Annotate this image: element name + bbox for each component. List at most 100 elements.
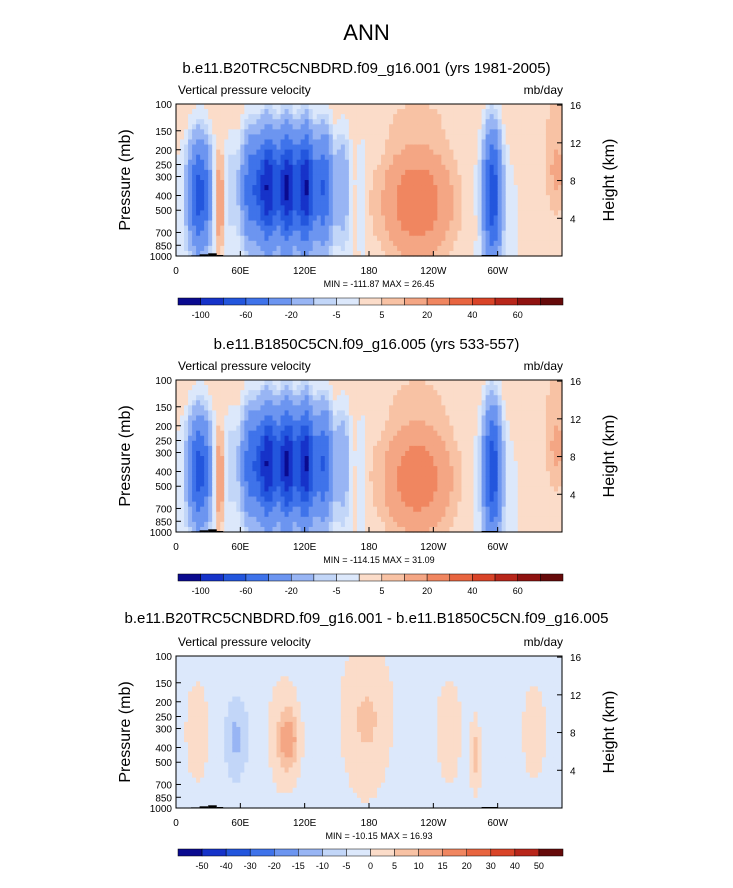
contour-cell [497,104,503,110]
contour-cell [256,486,262,493]
contour-cell [377,185,382,191]
contour-cell [545,174,551,181]
contour-cell [364,425,370,432]
contour-cell [453,164,459,171]
contour-cell [425,144,430,151]
contour-cell [429,185,434,191]
contour-cell [264,159,270,166]
y-tick-label: 250 [155,160,172,171]
contour-cell [344,481,350,487]
contour-cell [220,154,225,161]
contour-cell [272,461,278,467]
contour-cell [377,154,382,161]
contour-cell [236,476,241,482]
contour-cell [369,440,374,447]
contour-cell [344,501,350,508]
contour-cell [180,210,185,217]
contour-cell [469,215,475,222]
contour-cell [244,395,249,401]
contour-cell [284,415,290,422]
contour-cell [497,225,503,232]
contour-cell [216,185,221,191]
contour-cell [340,245,346,252]
contour-cell [324,435,330,442]
contour-cell [248,476,253,482]
contour-cell [509,180,515,186]
contour-cell [549,185,555,191]
contour-cell [445,215,451,222]
contour-cell [348,169,354,176]
contour-cell [260,180,266,186]
contour-cell [425,114,430,120]
contour-cell [292,445,298,452]
contour-cell [296,235,302,242]
contour-cell [224,144,229,151]
contour-cell [473,220,479,227]
contour-cell [252,395,258,401]
contour-cell [445,185,451,191]
contour-cell [553,250,559,257]
contour-cell [457,200,463,206]
contour-cell [553,220,559,227]
contour-cell [348,240,354,247]
contour-cell [300,476,306,482]
contour-cell [409,445,414,452]
contour-cell [340,496,346,503]
contour-cell [232,466,237,472]
contour-cell [216,405,221,411]
contour-cell [425,466,430,472]
contour-cell [389,119,394,125]
contour-cell [272,240,278,247]
contour-cell [445,430,451,437]
contour-cell [308,516,314,523]
contour-cell [260,245,266,252]
contour-cell [244,385,249,391]
contour-cell [493,215,499,222]
contour-cell [176,380,181,386]
contour-cell [200,245,205,252]
contour-cell [421,390,426,396]
contour-cell [296,124,302,130]
contour-cell [352,491,358,498]
contour-cell [445,240,451,247]
contour-cell [252,471,258,477]
contour-cell [389,445,394,452]
contour-cell [252,420,258,427]
contour-cell [300,124,306,130]
contour-cell [449,180,455,186]
contour-cell [264,250,270,257]
contour-cell [344,174,350,181]
contour-cell [445,230,451,237]
contour-cell [316,440,322,447]
contour-cell [397,466,402,472]
contour-cell [260,114,266,120]
contour-cell [477,174,483,181]
contour-cell [465,139,471,146]
contour-cell [381,435,386,442]
contour-cell [461,235,467,242]
contour-cell [473,149,479,156]
contour-cell [533,220,539,227]
contour-cell [393,450,398,457]
contour-cell [220,109,225,115]
contour-cell [413,526,418,533]
contour-cell [369,445,374,452]
contour-cell [364,506,370,513]
contour-cell [405,410,410,417]
contour-cell [417,440,422,447]
contour-cell [429,390,434,396]
contour-cell [441,425,446,432]
contour-cell [449,390,455,396]
contour-cell [228,124,233,130]
contour-cell [433,456,438,462]
contour-cell [545,205,551,211]
contour-cell [537,210,543,217]
contour-cell [236,395,241,401]
contour-cell [461,159,467,166]
contour-cell [481,124,487,130]
contour-cell [465,205,471,211]
contour-cell [505,235,511,242]
contour-cell [417,235,422,242]
y-tick-label-right: 16 [570,101,582,112]
contour-cell [252,390,258,396]
